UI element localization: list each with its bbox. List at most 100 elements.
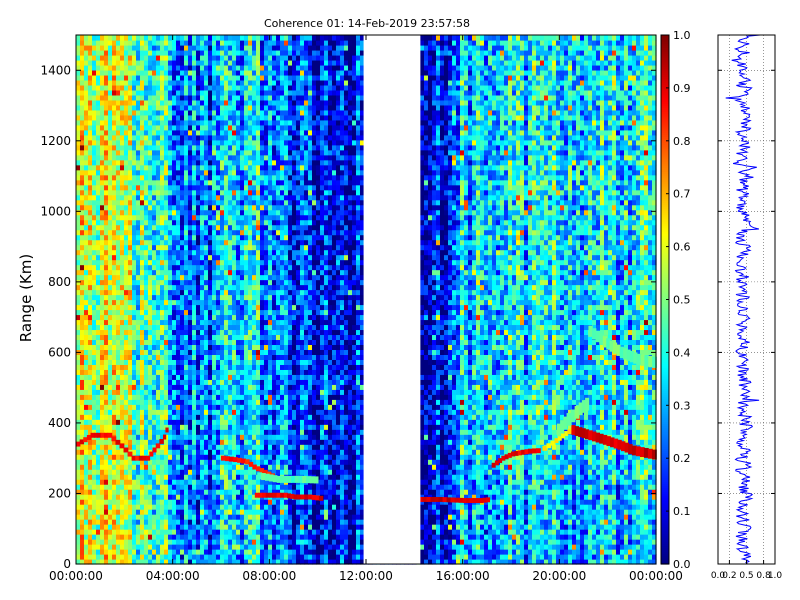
- heatmap-cell: [168, 504, 173, 510]
- heatmap-cell: [200, 79, 205, 86]
- heatmap-cell: [84, 369, 89, 375]
- heatmap-cell: [196, 294, 201, 301]
- heatmap-cell: [200, 114, 205, 121]
- heatmap-cell: [216, 159, 221, 166]
- heatmap-cell: [152, 389, 157, 395]
- heatmap-cell: [160, 464, 165, 470]
- heatmap-cell: [224, 404, 229, 410]
- heatmap-cell: [176, 114, 181, 121]
- heatmap-cell: [200, 214, 205, 221]
- heatmap-cell: [200, 144, 205, 151]
- heatmap-cell: [80, 339, 85, 346]
- heatmap-cell: [80, 449, 85, 455]
- heatmap-cell: [220, 94, 225, 101]
- heatmap-cell: [224, 309, 229, 316]
- heatmap-cell: [116, 389, 121, 395]
- heatmap-cell: [256, 104, 261, 111]
- heatmap-cell: [156, 89, 161, 96]
- heatmap-cell: [84, 344, 89, 351]
- heatmap-cell: [160, 389, 165, 395]
- heatmap-cell: [184, 464, 189, 470]
- heatmap-cell: [248, 319, 253, 326]
- heatmap-cell: [196, 514, 201, 520]
- heatmap-cell: [260, 534, 265, 540]
- heatmap-cell: [204, 404, 209, 410]
- heatmap-cell: [96, 314, 101, 321]
- heatmap-cell: [244, 554, 249, 560]
- heatmap-cell: [204, 384, 209, 390]
- heatmap-cell: [228, 144, 233, 151]
- heatmap-cell: [152, 369, 157, 375]
- heatmap-cell: [204, 324, 209, 331]
- heatmap-cell: [132, 199, 137, 206]
- heatmap-cell: [260, 39, 265, 46]
- heatmap-cell: [136, 119, 141, 126]
- heatmap-cell: [184, 119, 189, 126]
- heatmap-cell: [152, 484, 157, 490]
- heatmap-cell: [160, 529, 165, 535]
- heatmap-cell: [196, 119, 201, 126]
- heatmap-cell: [256, 484, 261, 490]
- heatmap-cell: [236, 494, 241, 500]
- heatmap-cell: [152, 529, 157, 535]
- heatmap-cell: [208, 64, 213, 71]
- heatmap-cell: [104, 549, 109, 555]
- heatmap-cell: [88, 104, 93, 111]
- heatmap-cell: [140, 414, 145, 420]
- heatmap-cell: [184, 44, 189, 51]
- heatmap-cell: [208, 49, 213, 56]
- heatmap-cell: [244, 89, 249, 96]
- heatmap-cell: [168, 444, 173, 450]
- heatmap-cell: [76, 49, 81, 56]
- heatmap-cell: [248, 199, 253, 206]
- heatmap-cell: [240, 324, 245, 331]
- heatmap-cell: [136, 189, 141, 196]
- heatmap-cell: [116, 174, 121, 181]
- heatmap-cell: [80, 314, 85, 321]
- heatmap-cell: [172, 339, 177, 346]
- heatmap-cell: [76, 114, 81, 121]
- heatmap-cell: [188, 434, 193, 440]
- heatmap-cell: [156, 344, 161, 351]
- heatmap-cell: [216, 99, 221, 106]
- heatmap-cell: [236, 39, 241, 46]
- heatmap-cell: [244, 254, 249, 261]
- heatmap-cell: [212, 229, 217, 236]
- heatmap-cell: [260, 359, 265, 365]
- heatmap-cell: [192, 35, 197, 41]
- heatmap-cell: [136, 94, 141, 101]
- heatmap-cell: [164, 359, 169, 365]
- heatmap-cell: [220, 134, 225, 141]
- heatmap-cell: [128, 199, 133, 206]
- heatmap-cell: [224, 344, 229, 351]
- heatmap-cell: [156, 49, 161, 56]
- heatmap-cell: [128, 184, 133, 191]
- heatmap-cell: [92, 189, 97, 196]
- heatmap-cell: [104, 494, 109, 500]
- heatmap-cell: [204, 124, 209, 131]
- heatmap-cell: [256, 129, 261, 136]
- heatmap-cell: [88, 139, 93, 146]
- heatmap-cell: [132, 204, 137, 211]
- heatmap-cell: [92, 119, 97, 126]
- heatmap-cell: [256, 529, 261, 535]
- heatmap-cell: [232, 464, 237, 470]
- heatmap-cell: [192, 524, 197, 530]
- heatmap-cell: [152, 379, 157, 385]
- heatmap-cell: [216, 209, 221, 216]
- heatmap-cell: [212, 189, 217, 196]
- heatmap-cell: [196, 219, 201, 226]
- heatmap-cell: [260, 184, 265, 191]
- heatmap-cell: [216, 469, 221, 475]
- heatmap-cell: [164, 189, 169, 196]
- heatmap-cell: [220, 439, 225, 445]
- heatmap-cell: [248, 64, 253, 71]
- heatmap-cell: [104, 524, 109, 530]
- heatmap-cell: [140, 74, 145, 81]
- heatmap-cell: [232, 229, 237, 236]
- heatmap-cell: [236, 399, 241, 405]
- heatmap-cell: [88, 464, 93, 470]
- heatmap-cell: [180, 489, 185, 495]
- heatmap-cell: [88, 79, 93, 86]
- heatmap-cell: [236, 314, 241, 321]
